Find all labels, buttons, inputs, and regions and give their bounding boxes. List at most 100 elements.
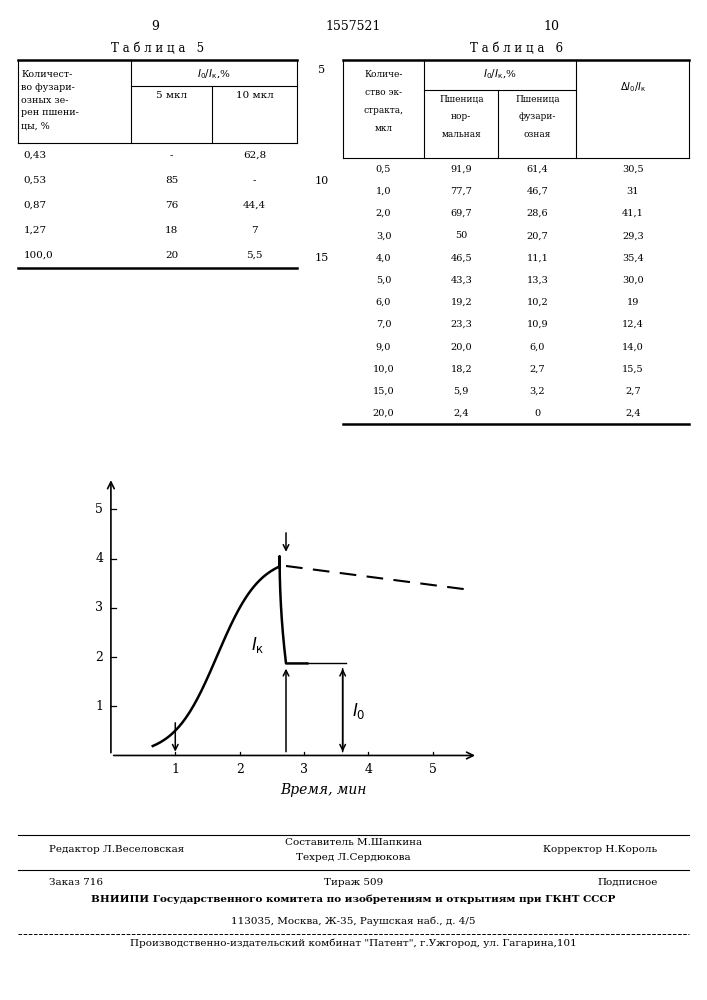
Text: мкл: мкл — [375, 124, 392, 133]
Text: 10,9: 10,9 — [527, 320, 548, 329]
Text: Пшеница: Пшеница — [515, 94, 560, 103]
Text: рен пшени-: рен пшени- — [21, 108, 79, 117]
Text: 50: 50 — [455, 231, 467, 240]
Text: 3,2: 3,2 — [530, 387, 545, 396]
Text: озная: озная — [524, 130, 551, 139]
Text: стракта,: стракта, — [363, 106, 404, 115]
Text: 2,0: 2,0 — [376, 209, 391, 218]
Text: 5: 5 — [429, 763, 437, 776]
Text: 1,0: 1,0 — [376, 187, 391, 196]
Text: 43,3: 43,3 — [450, 276, 472, 285]
Text: 91,9: 91,9 — [450, 165, 472, 174]
Text: 18,2: 18,2 — [450, 364, 472, 373]
Text: Т а б л и ц а   5: Т а б л и ц а 5 — [111, 42, 204, 55]
Text: $I_{\rm к}$: $I_{\rm к}$ — [251, 635, 264, 655]
Text: $I_0$: $I_0$ — [352, 701, 366, 721]
Text: Корректор Н.Король: Корректор Н.Король — [544, 845, 658, 854]
Text: 18: 18 — [165, 226, 178, 235]
Text: мальная: мальная — [441, 130, 481, 139]
Text: 11,1: 11,1 — [527, 253, 548, 262]
Text: 20,0: 20,0 — [373, 409, 395, 418]
Text: 44,4: 44,4 — [243, 201, 266, 210]
Text: Производственно-издательский комбинат "Патент", г.Ужгород, ул. Гагарина,101: Производственно-издательский комбинат "П… — [130, 938, 577, 948]
Text: 46,7: 46,7 — [527, 187, 548, 196]
Text: 85: 85 — [165, 176, 178, 185]
Text: фузари-: фузари- — [519, 112, 556, 121]
Text: 2: 2 — [235, 763, 244, 776]
Text: 3: 3 — [300, 763, 308, 776]
Text: 10,2: 10,2 — [527, 298, 548, 307]
Text: Заказ 716: Заказ 716 — [49, 878, 103, 887]
Text: 23,3: 23,3 — [450, 320, 472, 329]
Text: 30,0: 30,0 — [622, 276, 643, 285]
Text: 5 мкл: 5 мкл — [156, 91, 187, 100]
Text: Техред Л.Сердюкова: Техред Л.Сердюкова — [296, 853, 411, 862]
Text: 10: 10 — [315, 176, 329, 186]
Text: цы, %: цы, % — [21, 121, 50, 130]
Text: 15: 15 — [315, 253, 329, 263]
Text: 3: 3 — [95, 601, 103, 614]
Text: Составитель М.Шапкина: Составитель М.Шапкина — [285, 838, 422, 847]
Text: 1: 1 — [95, 700, 103, 713]
Text: 10 мкл: 10 мкл — [235, 91, 274, 100]
Text: -: - — [170, 151, 173, 160]
Text: ВНИИПИ Государственного комитета по изобретениям и открытиям при ГКНТ СССР: ВНИИПИ Государственного комитета по изоб… — [91, 895, 616, 904]
Text: 19,2: 19,2 — [450, 298, 472, 307]
Text: 69,7: 69,7 — [450, 209, 472, 218]
Text: 4: 4 — [95, 552, 103, 565]
Text: 6,0: 6,0 — [376, 298, 391, 307]
Text: 113035, Москва, Ж-35, Раушская наб., д. 4/5: 113035, Москва, Ж-35, Раушская наб., д. … — [231, 917, 476, 926]
Text: 2,7: 2,7 — [625, 387, 641, 396]
Text: 76: 76 — [165, 201, 178, 210]
Text: 30,5: 30,5 — [622, 165, 643, 174]
Text: 15,0: 15,0 — [373, 387, 395, 396]
Text: 0,53: 0,53 — [23, 176, 47, 185]
Text: ство эк-: ство эк- — [365, 88, 402, 97]
Text: 0,43: 0,43 — [23, 151, 47, 160]
Text: 13,3: 13,3 — [527, 276, 548, 285]
Text: 12,4: 12,4 — [622, 320, 643, 329]
Text: 4,0: 4,0 — [376, 253, 391, 262]
Text: $\Delta I_0/I_{\rm к}$: $\Delta I_0/I_{\rm к}$ — [619, 80, 646, 94]
Text: 35,4: 35,4 — [622, 253, 643, 262]
Text: 2: 2 — [95, 651, 103, 664]
Text: 6,0: 6,0 — [530, 342, 545, 351]
Text: 1,27: 1,27 — [23, 226, 47, 235]
Text: 7,0: 7,0 — [376, 320, 391, 329]
Text: нор-: нор- — [451, 112, 472, 121]
Text: 20: 20 — [165, 251, 178, 260]
Text: 20,0: 20,0 — [450, 342, 472, 351]
Text: во фузари-: во фузари- — [21, 83, 75, 92]
Text: 14,0: 14,0 — [622, 342, 643, 351]
Text: 2,4: 2,4 — [453, 409, 469, 418]
Text: 9,0: 9,0 — [376, 342, 391, 351]
Text: $I_0/I_{\rm к}$,%: $I_0/I_{\rm к}$,% — [484, 67, 517, 81]
Text: 2,7: 2,7 — [530, 364, 545, 373]
Text: Пшеница: Пшеница — [439, 94, 484, 103]
Text: $I_0/I_{\rm к}$,%: $I_0/I_{\rm к}$,% — [197, 67, 230, 81]
Text: 15,5: 15,5 — [622, 364, 643, 373]
Text: 77,7: 77,7 — [450, 187, 472, 196]
Text: Редактор Л.Веселовская: Редактор Л.Веселовская — [49, 845, 185, 854]
Text: 61,4: 61,4 — [527, 165, 548, 174]
Text: 7: 7 — [251, 226, 258, 235]
Text: 46,5: 46,5 — [450, 253, 472, 262]
Text: 9: 9 — [151, 19, 160, 32]
Text: 5,0: 5,0 — [376, 276, 391, 285]
Text: 29,3: 29,3 — [622, 231, 643, 240]
Text: 3,0: 3,0 — [376, 231, 391, 240]
Text: 31: 31 — [626, 187, 639, 196]
Text: 20,7: 20,7 — [527, 231, 548, 240]
Text: 0,5: 0,5 — [376, 165, 391, 174]
Text: 0: 0 — [534, 409, 540, 418]
Text: 1557521: 1557521 — [326, 19, 381, 32]
Text: 5: 5 — [95, 503, 103, 516]
Text: -: - — [253, 176, 256, 185]
Text: 100,0: 100,0 — [23, 251, 53, 260]
Text: 41,1: 41,1 — [622, 209, 643, 218]
Text: 28,6: 28,6 — [527, 209, 548, 218]
Text: 2,4: 2,4 — [625, 409, 641, 418]
Text: 1: 1 — [171, 763, 180, 776]
Text: 5,9: 5,9 — [454, 387, 469, 396]
Text: 62,8: 62,8 — [243, 151, 266, 160]
